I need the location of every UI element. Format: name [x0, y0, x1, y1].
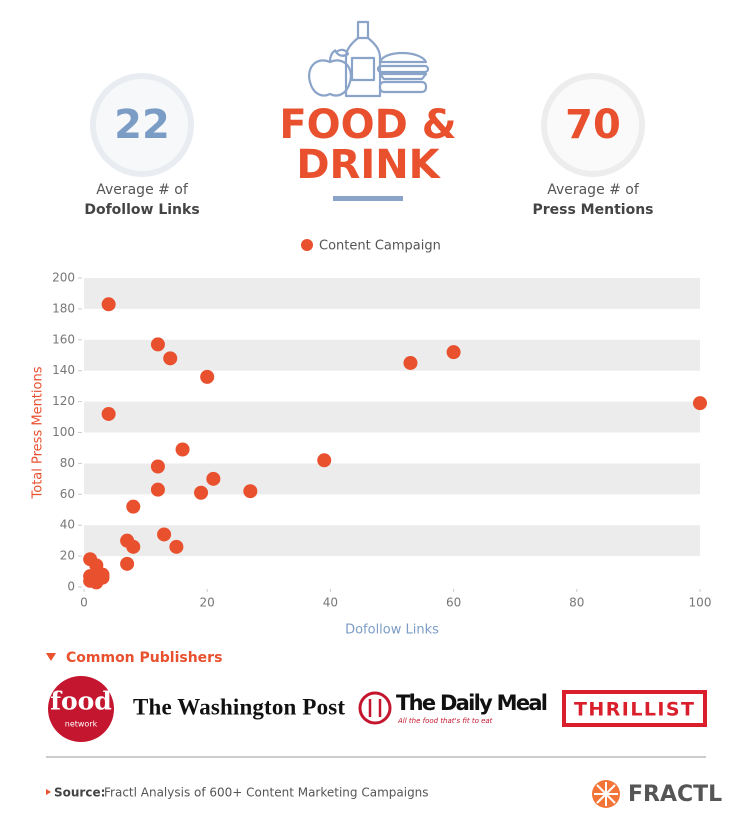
y-tick-label: 160: [52, 332, 75, 346]
point: [101, 406, 116, 421]
heading-arrow: [46, 653, 56, 661]
point: [169, 539, 184, 554]
stat-label: Average # of: [547, 182, 640, 198]
grid-band: [84, 339, 700, 371]
food-icons: [308, 20, 430, 98]
point: [126, 499, 141, 514]
stat-label: Average # of: [96, 182, 189, 198]
y-tick-label: 0: [67, 580, 75, 594]
point: [206, 471, 221, 486]
x-tick-label: 20: [200, 596, 215, 610]
source-arrow: [46, 789, 51, 795]
point: [101, 297, 116, 312]
point: [83, 573, 98, 588]
logo-tagline: All the food that's fit to eat: [397, 717, 493, 725]
x-tick-label: 100: [689, 596, 712, 610]
stat-label: Dofollow Links: [84, 202, 199, 218]
stat-value: 70: [565, 102, 621, 148]
x-axis-label: Dofollow Links: [345, 623, 439, 638]
point: [150, 459, 165, 474]
brand: FRACTL: [628, 782, 722, 807]
legend-label: Content Campaign: [319, 239, 441, 254]
grid-band: [84, 463, 700, 495]
y-tick-label: 60: [60, 487, 75, 501]
grid-band: [84, 525, 700, 557]
stat-value: 22: [114, 102, 170, 148]
x-tick-label: 80: [569, 596, 584, 610]
logo-text: THRILLIST: [574, 699, 694, 721]
y-axis-label: Total Press Mentions: [31, 366, 46, 499]
legend-marker: [301, 239, 313, 251]
title-underline: [333, 196, 403, 201]
logo-text: The Washington Post: [133, 694, 345, 719]
y-tick-label: 200: [52, 271, 75, 285]
brand-icon-lines: [594, 782, 618, 806]
scatter-chart: 0 20 40 60 80 100 120 140 160 180 200 0 20 40 60 80 100 D…: [31, 239, 712, 638]
point: [150, 482, 165, 497]
logo-text: The Daily Meal: [396, 691, 548, 715]
stat-circle-inner: [547, 79, 639, 171]
stat-circle-inner: [96, 79, 188, 171]
point: [163, 351, 178, 366]
y-tick-label: 180: [52, 301, 75, 315]
point: [403, 355, 418, 370]
point: [317, 453, 332, 468]
x-tick-label: 40: [323, 596, 338, 610]
point: [157, 527, 172, 542]
logo-text: network: [65, 720, 98, 729]
source-label: Source:: [54, 786, 105, 800]
point: [446, 345, 461, 360]
point: [693, 396, 707, 411]
grid-band: [84, 401, 700, 433]
point: [194, 485, 209, 500]
daily-meal-icon: [358, 691, 392, 725]
grid-band: [84, 278, 700, 309]
point: [120, 556, 135, 571]
thrillist-logo: [562, 690, 707, 727]
y-tick-label: 40: [60, 518, 75, 532]
point: [126, 539, 141, 554]
y-tick-label: 100: [52, 425, 75, 439]
title: DRINK: [296, 142, 441, 188]
publishers-heading: Common Publishers: [66, 650, 222, 666]
y-tick-label: 20: [60, 549, 75, 563]
y-tick-label: 120: [52, 394, 75, 408]
daily-meal-icon-utensils: [368, 699, 382, 717]
source-text: Fractl Analysis of 600+ Content Marketin…: [104, 786, 429, 800]
x-tick-label: 60: [446, 596, 461, 610]
title: FOOD &: [279, 102, 456, 148]
point: [200, 369, 215, 384]
y-tick-label: 140: [52, 363, 75, 377]
x-tick-label: 0: [80, 596, 88, 610]
food-network-logo: [48, 676, 114, 742]
point: [175, 442, 190, 457]
point: [95, 570, 110, 585]
y-tick-label: 80: [60, 456, 75, 470]
logo-text: food: [50, 687, 112, 716]
point: [150, 337, 165, 352]
stat-label: Press Mentions: [532, 202, 653, 218]
point: [243, 484, 258, 499]
